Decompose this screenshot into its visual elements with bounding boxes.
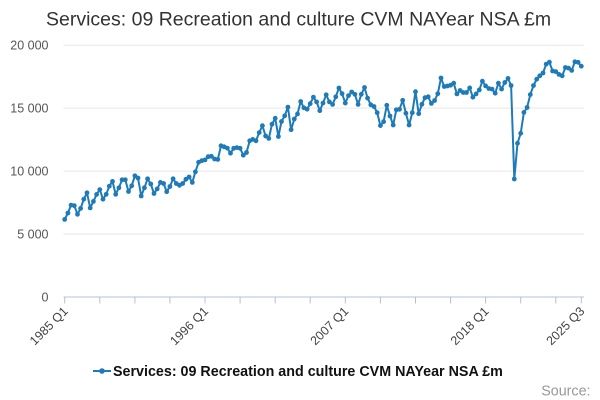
- svg-text:Services: 09 Recreation and cu: Services: 09 Recreation and culture CVM …: [113, 364, 503, 380]
- svg-text:Services: 09 Recreation and cu: Services: 09 Recreation and culture CVM …: [46, 9, 551, 31]
- svg-text:0: 0: [42, 291, 49, 305]
- svg-text:Source:: Source:: [541, 384, 590, 400]
- svg-text:5 000: 5 000: [17, 228, 48, 242]
- svg-text:15 000: 15 000: [10, 102, 48, 116]
- svg-text:10 000: 10 000: [10, 165, 48, 179]
- svg-text:20 000: 20 000: [10, 39, 48, 53]
- svg-text:1996 Q1: 1996 Q1: [167, 304, 211, 348]
- svg-text:2007 Q1: 2007 Q1: [308, 304, 352, 348]
- svg-text:2018 Q1: 2018 Q1: [448, 304, 492, 348]
- svg-text:1985 Q1: 1985 Q1: [27, 304, 71, 348]
- svg-text:2025 Q3: 2025 Q3: [544, 304, 588, 348]
